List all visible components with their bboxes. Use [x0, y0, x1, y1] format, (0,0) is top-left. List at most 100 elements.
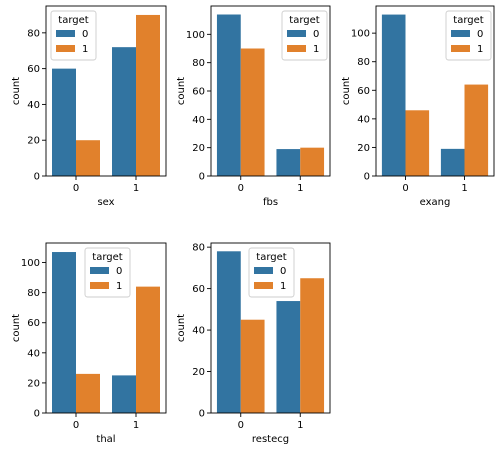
bar-target-0-fbs-0: [216, 14, 241, 176]
chart-fbs: 0 20 40 60 80 100 0 1 fbs count target 0 1: [176, 5, 331, 208]
bar-target-1-exang-1: [464, 84, 489, 176]
y-tick-label: 60: [192, 87, 205, 98]
bar-target-1-sex-1: [136, 14, 160, 177]
x-tick-label: 0: [73, 183, 79, 194]
legend-label-target-1: 1: [313, 44, 319, 55]
y-tick-label: 100: [351, 29, 370, 40]
bar-target-1-sex-0: [76, 140, 100, 176]
bar-target-0-restecg-1: [276, 301, 301, 413]
legend-swatch-target-0: [56, 30, 75, 37]
y-tick-label: 60: [27, 318, 40, 329]
legend-title: target: [58, 15, 88, 26]
y-tick-label: 0: [34, 172, 40, 183]
legend-title: target: [453, 15, 483, 26]
x-tick-label: 0: [238, 183, 244, 194]
bar-target-1-thal-1: [136, 286, 160, 413]
legend: target 0 1: [281, 10, 328, 61]
y-axis-label: count: [11, 314, 22, 342]
legend-title: target: [92, 252, 122, 263]
legend: target 0 1: [84, 247, 131, 298]
bar-target-0-sex-1: [112, 47, 136, 176]
x-tick-label: 1: [297, 420, 303, 431]
bar-target-0-fbs-1: [276, 149, 301, 176]
y-tick-label: 0: [364, 172, 370, 183]
y-tick-label: 60: [357, 86, 370, 97]
x-tick-label: 0: [402, 183, 408, 194]
legend: target 0 1: [445, 10, 492, 61]
y-tick-label: 40: [192, 115, 205, 126]
x-tick-label: 1: [133, 420, 139, 431]
y-tick-label: 60: [192, 284, 205, 295]
legend-swatch-target-1: [90, 282, 109, 289]
legend-label-target-0: 0: [313, 29, 319, 40]
legend-swatch-target-0: [90, 267, 109, 274]
bar-target-0-exang-0: [381, 14, 406, 176]
legend: target 0 1: [248, 247, 295, 298]
legend-label-target-0: 0: [82, 29, 88, 40]
bar-target-0-sex-0: [52, 68, 76, 176]
legend-title: target: [256, 252, 286, 263]
y-tick-label: 20: [192, 367, 205, 378]
y-tick-label: 100: [21, 258, 40, 269]
axes-frame: [45, 242, 167, 414]
y-axis-label: count: [341, 77, 352, 105]
chart-exang: 0 20 40 60 80 100 0 1 exang count target 0 1: [341, 5, 495, 208]
legend-label-target-1: 1: [82, 44, 88, 55]
x-axis-label: thal: [96, 434, 115, 445]
legend-label-target-0: 0: [280, 266, 286, 277]
y-tick-label: 40: [27, 100, 40, 111]
y-tick-label: 20: [27, 378, 40, 389]
legend-swatch-target-1: [254, 282, 273, 289]
y-tick-label: 40: [357, 114, 370, 125]
y-tick-label: 80: [192, 58, 205, 69]
legend-swatch-target-0: [254, 267, 273, 274]
y-tick-label: 80: [357, 57, 370, 68]
legend-swatch-target-1: [451, 45, 470, 52]
chart-thal: 0 20 40 60 80 100 0 1 thal count target 0 1: [11, 242, 167, 445]
y-tick-label: 0: [34, 409, 40, 420]
y-tick-label: 20: [192, 143, 205, 154]
x-axis-label: sex: [97, 197, 114, 208]
bar-target-1-exang-0: [405, 110, 430, 176]
legend: target 0 1: [50, 10, 97, 61]
bar-target-1-thal-0: [76, 373, 100, 413]
legend-label-target-1: 1: [116, 281, 122, 292]
y-tick-label: 80: [192, 243, 205, 254]
chart-sex: 0 20 40 60 80 0 1 sex count target 0 1: [11, 5, 167, 208]
chart-restecg: 0 20 40 60 80 0 1 restecg count target 0 1: [176, 242, 331, 445]
y-tick-label: 80: [27, 28, 40, 39]
y-tick-label: 0: [199, 172, 205, 183]
x-tick-label: 1: [297, 183, 303, 194]
y-axis-label: count: [176, 314, 187, 342]
y-tick-label: 80: [27, 288, 40, 299]
bar-target-1-fbs-1: [300, 147, 325, 176]
x-axis-label: exang: [420, 197, 451, 208]
bar-target-0-thal-1: [112, 375, 136, 413]
legend-label-target-0: 0: [116, 266, 122, 277]
legend-swatch-target-0: [287, 30, 306, 37]
legend-label-target-1: 1: [280, 281, 286, 292]
y-axis-label: count: [11, 77, 22, 105]
x-axis-label: restecg: [252, 434, 289, 445]
y-tick-label: 20: [27, 136, 40, 147]
legend-swatch-target-0: [451, 30, 470, 37]
legend-swatch-target-1: [287, 45, 306, 52]
axes-frame: [210, 242, 331, 414]
axes-frame: [45, 5, 167, 177]
bar-target-1-restecg-1: [300, 278, 325, 413]
legend-label-target-1: 1: [477, 44, 483, 55]
bar-target-0-exang-1: [440, 148, 465, 176]
bar-target-0-restecg-0: [216, 251, 241, 413]
legend-title: target: [289, 15, 319, 26]
x-tick-label: 0: [238, 420, 244, 431]
x-tick-label: 1: [133, 183, 139, 194]
bar-target-1-fbs-0: [240, 48, 265, 176]
x-axis-label: fbs: [263, 197, 278, 208]
y-tick-label: 100: [186, 30, 205, 41]
y-tick-label: 40: [27, 348, 40, 359]
legend-label-target-0: 0: [477, 29, 483, 40]
x-tick-label: 1: [461, 183, 467, 194]
bar-target-1-restecg-0: [240, 319, 265, 413]
y-axis-label: count: [176, 77, 187, 105]
